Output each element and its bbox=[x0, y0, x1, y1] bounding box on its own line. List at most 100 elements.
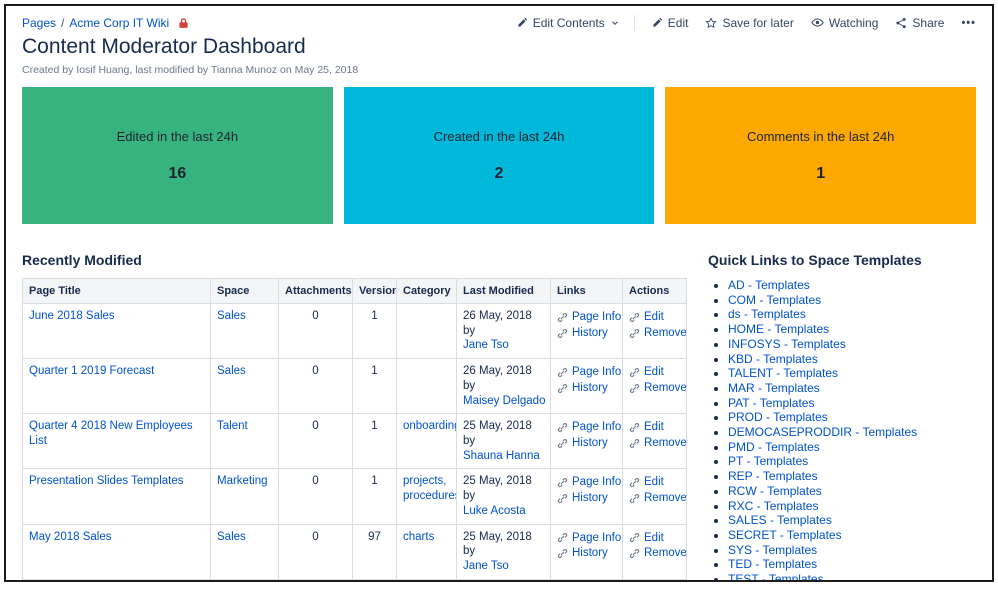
quick-link[interactable]: TED - Templates bbox=[728, 557, 818, 572]
modified-by-link[interactable]: Maisey Delgado bbox=[463, 394, 546, 407]
quick-link[interactable]: DEMOCASEPRODDIR - Templates bbox=[728, 425, 918, 440]
page-info-link[interactable]: Page Info bbox=[557, 420, 621, 435]
modified-date: 25 May, 2018 by bbox=[463, 420, 532, 448]
modified-by-link[interactable]: Jane Tso bbox=[463, 339, 509, 352]
quick-link-item: AD - Templates bbox=[728, 278, 976, 293]
restrictions-lock-icon[interactable] bbox=[178, 17, 189, 29]
page-title-cell: June 2018 Sales bbox=[22, 302, 211, 360]
category-link[interactable]: projects, procedures bbox=[403, 475, 457, 503]
recently-modified-body: June 2018 Sales Sales 0 1 26 May, 2018 b… bbox=[22, 302, 687, 580]
space-cell: Engineering bbox=[210, 578, 279, 580]
category-link[interactable]: charts bbox=[403, 530, 435, 543]
quick-link-item: SECRET - Templates bbox=[728, 528, 976, 543]
table-row: June 2018 Sales Sales 0 1 26 May, 2018 b… bbox=[22, 302, 687, 360]
edit-page-link[interactable]: Edit bbox=[629, 365, 680, 380]
quick-link[interactable]: TEST - Templates bbox=[728, 572, 824, 582]
modified-by-link[interactable]: Jane Tso bbox=[463, 560, 509, 573]
page-title-link[interactable]: Presentation Slides Templates bbox=[29, 475, 184, 488]
quick-link[interactable]: PT - Templates bbox=[728, 454, 809, 469]
edit-page-link[interactable]: Edit bbox=[629, 531, 680, 546]
quick-links-heading: Quick Links to Space Templates bbox=[708, 252, 922, 268]
space-link[interactable]: Marketing bbox=[217, 475, 268, 488]
quick-link[interactable]: PAT - Templates bbox=[728, 395, 815, 410]
history-link[interactable]: History bbox=[557, 381, 616, 396]
breadcrumb-pages[interactable]: Pages bbox=[22, 15, 57, 30]
edit-label: Edit bbox=[667, 15, 689, 30]
edit-button[interactable]: Edit bbox=[652, 15, 689, 30]
quick-link[interactable]: SALES - Templates bbox=[728, 513, 832, 528]
eye-icon bbox=[811, 16, 824, 29]
remove-page-link[interactable]: Remove bbox=[629, 546, 686, 561]
space-link[interactable]: Talent bbox=[217, 420, 248, 433]
space-link[interactable]: Sales bbox=[217, 310, 246, 322]
page-info-link[interactable]: Page Info bbox=[557, 365, 621, 380]
quick-link[interactable]: HOME - Templates bbox=[728, 322, 830, 337]
remove-page-link[interactable]: Remove bbox=[629, 326, 686, 341]
quick-link[interactable]: PMD - Templates bbox=[728, 439, 820, 454]
link-icon bbox=[629, 328, 640, 339]
watching-button[interactable]: Watching bbox=[811, 16, 878, 30]
space-link[interactable]: Sales bbox=[217, 365, 246, 378]
remove-page-link[interactable]: Remove bbox=[629, 381, 686, 396]
history-link[interactable]: History bbox=[557, 491, 616, 506]
quick-link[interactable]: RCW - Templates bbox=[728, 483, 822, 498]
edit-page-link[interactable]: Edit bbox=[629, 310, 680, 325]
modified-by-link[interactable]: Luke Acosta bbox=[463, 504, 526, 517]
attachments-cell: 0 bbox=[278, 468, 353, 525]
edit-page-link[interactable]: Edit bbox=[629, 475, 680, 490]
quick-link[interactable]: RXC - Templates bbox=[728, 498, 819, 513]
page-info-link[interactable]: Page Info bbox=[557, 531, 621, 546]
share-button[interactable]: Share bbox=[895, 16, 944, 30]
edit-contents-label: Edit Contents bbox=[532, 15, 605, 30]
save-for-later-label: Save for later bbox=[722, 15, 794, 30]
link-icon bbox=[629, 477, 640, 488]
remove-page-link[interactable]: Remove bbox=[629, 436, 686, 451]
quick-link-item: KBD - Templates bbox=[728, 352, 976, 367]
quick-link[interactable]: MAR - Templates bbox=[728, 380, 820, 395]
history-link[interactable]: History bbox=[557, 436, 616, 451]
version-cell: 1 bbox=[352, 578, 397, 580]
save-for-later-button[interactable]: Save for later bbox=[705, 15, 794, 30]
stats-row: Edited in the last 24h 16 Created in the… bbox=[22, 87, 977, 224]
space-cell: Marketing bbox=[210, 468, 279, 525]
quick-link[interactable]: REP - Templates bbox=[728, 469, 818, 484]
attachments-cell: 0 bbox=[278, 302, 353, 360]
page-title-link[interactable]: May 2018 Sales bbox=[29, 530, 112, 543]
version-cell: 1 bbox=[352, 358, 397, 415]
stat-card: Created in the last 24h 2 bbox=[343, 87, 655, 224]
category-link[interactable]: onboarding bbox=[403, 420, 457, 433]
actions-cell: Edit Remove bbox=[622, 468, 687, 525]
remove-page-link[interactable]: Remove bbox=[629, 491, 686, 506]
quick-link[interactable]: TALENT - Templates bbox=[728, 366, 839, 381]
quick-link[interactable]: KBD - Templates bbox=[728, 351, 818, 366]
page-info-link[interactable]: Page Info bbox=[557, 475, 621, 490]
attachments-cell: 0 bbox=[278, 523, 353, 580]
stat-value: 16 bbox=[168, 164, 187, 182]
page-title-link[interactable]: June 2018 Sales bbox=[29, 310, 115, 322]
modified-by-link[interactable]: Shauna Hanna bbox=[463, 449, 540, 462]
quick-link[interactable]: ds - Templates bbox=[728, 307, 806, 322]
pencil-icon bbox=[517, 17, 528, 28]
breadcrumb-space[interactable]: Acme Corp IT Wiki bbox=[69, 15, 170, 30]
quick-link[interactable]: PROD - Templates bbox=[728, 410, 828, 425]
history-link[interactable]: History bbox=[557, 326, 616, 341]
byline: Created by Iosif Huang, last modified by… bbox=[22, 64, 359, 76]
quick-link[interactable]: SECRET - Templates bbox=[728, 527, 842, 542]
history-link[interactable]: History bbox=[557, 546, 616, 561]
page-title-link[interactable]: Quarter 4 2018 New Employees List bbox=[29, 420, 193, 448]
page-title-link[interactable]: Quarter 1 2019 Forecast bbox=[29, 365, 155, 378]
ellipsis-icon: ••• bbox=[961, 16, 976, 29]
page-info-link[interactable]: Page Info bbox=[557, 310, 621, 325]
quick-link[interactable]: COM - Templates bbox=[728, 292, 822, 307]
space-link[interactable]: Sales bbox=[217, 530, 246, 543]
page-title-cell: Quarter 4 2018 New Employees List bbox=[22, 413, 211, 470]
quick-link[interactable]: AD - Templates bbox=[728, 278, 810, 292]
quick-link-item: PROD - Templates bbox=[728, 410, 976, 425]
edit-contents-button[interactable]: Edit Contents bbox=[517, 16, 620, 30]
more-actions-button[interactable]: ••• bbox=[961, 17, 976, 29]
quick-link[interactable]: SYS - Templates bbox=[728, 542, 818, 557]
edit-page-link[interactable]: Edit bbox=[629, 420, 680, 435]
link-icon bbox=[629, 422, 640, 433]
link-icon bbox=[629, 438, 640, 449]
quick-link[interactable]: INFOSYS - Templates bbox=[728, 336, 846, 351]
